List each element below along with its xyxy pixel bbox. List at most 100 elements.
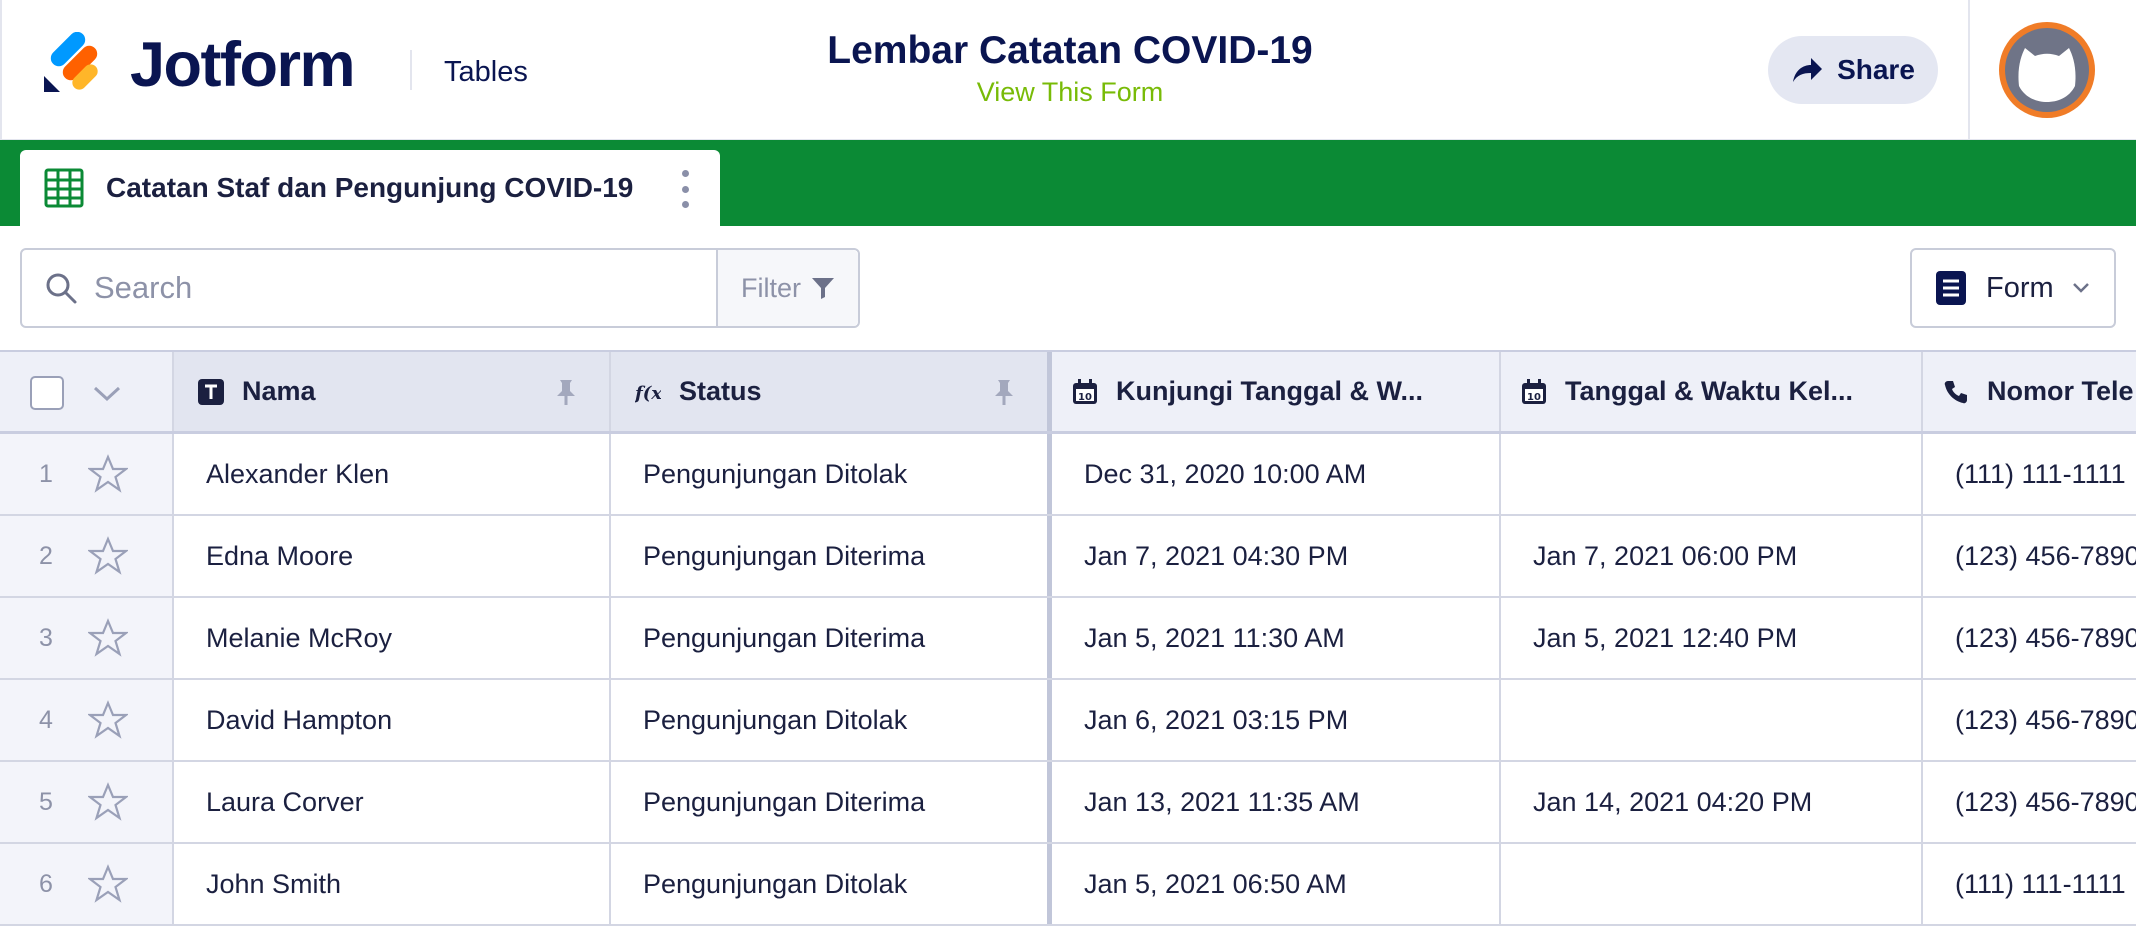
nama-cell[interactable]: Edna Moore	[174, 516, 611, 596]
filter-funnel-icon	[812, 278, 834, 299]
nama-cell[interactable]: John Smith	[174, 844, 611, 924]
form-title: Lembar Catatan COVID-19	[827, 29, 1313, 72]
nama-cell[interactable]: David Hampton	[174, 680, 611, 760]
header-divider	[1968, 0, 1970, 140]
nama-cell[interactable]: Laura Corver	[174, 762, 611, 842]
keluar-cell[interactable]: Jan 5, 2021 12:40 PM	[1501, 598, 1923, 678]
pin-icon[interactable]	[553, 378, 579, 406]
row-number-cell: 1	[0, 434, 174, 514]
search-area[interactable]	[22, 250, 716, 326]
share-button[interactable]: Share	[1768, 36, 1938, 104]
brand-divider	[410, 50, 412, 90]
column-header-status[interactable]: f(x) Status	[611, 352, 1052, 431]
keluar-cell[interactable]	[1501, 434, 1923, 514]
telepon-cell[interactable]: (123) 456-7890	[1955, 622, 2136, 653]
telepon-cell[interactable]: (123) 456-7890	[1955, 786, 2136, 817]
tab-label: Catatan Staf dan Pengunjung COVID-19	[106, 172, 634, 203]
kunjungi-cell[interactable]: Jan 5, 2021 06:50 AM	[1052, 844, 1501, 924]
kunjungi-cell[interactable]: Jan 6, 2021 03:15 PM	[1052, 680, 1501, 760]
kunjungi-cell[interactable]: Jan 5, 2021 11:30 AM	[1052, 598, 1501, 678]
kunjungi-cell[interactable]: Dec 31, 2020 10:00 AM	[1052, 434, 1501, 514]
column-label: Status	[679, 376, 762, 406]
status-cell[interactable]: Pengunjungan Ditolak	[611, 844, 1052, 924]
table-row[interactable]: 5 Laura Corver Pengunjungan Diterima Jan…	[0, 762, 2136, 844]
table-grid-icon	[44, 168, 84, 208]
status-cell[interactable]: Pengunjungan Ditolak	[611, 680, 1052, 760]
brand-name[interactable]: Jotform	[130, 30, 356, 100]
keluar-cell[interactable]: Jan 14, 2021 04:20 PM	[1501, 762, 1923, 842]
tab-more-icon[interactable]	[680, 170, 690, 208]
telepon-cell[interactable]: (123) 456-7890	[1955, 540, 2136, 571]
column-header-kunjungi[interactable]: 10 Kunjungi Tanggal & W...	[1052, 352, 1501, 431]
chevron-down-icon[interactable]	[92, 385, 122, 403]
view-form-link[interactable]: View This Form	[976, 77, 1164, 107]
kunjungi-cell[interactable]: Jan 7, 2021 04:30 PM	[1052, 516, 1501, 596]
keluar-cell[interactable]: Jan 7, 2021 06:00 PM	[1501, 516, 1923, 596]
search-input[interactable]	[94, 270, 694, 306]
nama-cell[interactable]: Melanie McRoy	[174, 598, 611, 678]
column-label: Kunjungi Tanggal & W...	[1116, 376, 1423, 406]
formula-icon: f(x)	[635, 383, 661, 404]
row-number: 4	[39, 705, 53, 734]
star-icon[interactable]	[88, 536, 128, 576]
svg-text:10: 10	[1527, 392, 1541, 403]
nama-cell[interactable]: Alexander Klen	[174, 434, 611, 514]
chevron-down-icon	[2072, 283, 2089, 293]
status-cell[interactable]: Pengunjungan Diterima	[611, 516, 1052, 596]
row-number-cell: 2	[0, 516, 174, 596]
column-label: Nama	[242, 376, 316, 406]
search-icon	[46, 273, 77, 304]
table-row[interactable]: 1 Alexander Klen Pengunjungan Ditolak De…	[0, 434, 2136, 516]
calendar-icon: 10	[1522, 378, 1546, 404]
star-icon[interactable]	[88, 618, 128, 658]
star-icon[interactable]	[88, 454, 128, 494]
jotform-logo-icon[interactable]	[42, 32, 102, 94]
row-number: 1	[39, 459, 53, 488]
telepon-cell[interactable]: (123) 456-7890	[1955, 704, 2136, 735]
status-cell[interactable]: Pengunjungan Diterima	[611, 762, 1052, 842]
row-number-cell: 5	[0, 762, 174, 842]
share-label: Share	[1837, 54, 1915, 85]
pin-icon[interactable]	[991, 378, 1017, 406]
column-header-keluar[interactable]: 10 Tanggal & Waktu Kel...	[1501, 352, 1923, 431]
status-cell[interactable]: Pengunjungan Diterima	[611, 598, 1052, 678]
star-icon[interactable]	[88, 700, 128, 740]
row-number: 5	[39, 787, 53, 816]
table-row[interactable]: 6 John Smith Pengunjungan Ditolak Jan 5,…	[0, 844, 2136, 926]
search-bar: Filter	[20, 248, 860, 328]
select-column-header	[0, 352, 174, 431]
telepon-cell[interactable]: (111) 111-1111	[1955, 458, 2126, 489]
column-header-nama[interactable]: Nama	[174, 352, 611, 431]
column-header-telepon[interactable]: Nomor Tele	[1923, 352, 2136, 431]
keluar-cell[interactable]	[1501, 680, 1923, 760]
column-label: Tanggal & Waktu Kel...	[1565, 376, 1854, 406]
row-number: 6	[39, 869, 53, 898]
phone-icon	[1944, 380, 1967, 403]
form-view-dropdown[interactable]: Form	[1910, 248, 2116, 328]
star-icon[interactable]	[88, 864, 128, 904]
select-all-checkbox[interactable]	[30, 376, 64, 410]
form-view-label: Form	[1986, 271, 2054, 304]
table-row[interactable]: 4 David Hampton Pengunjungan Ditolak Jan…	[0, 680, 2136, 762]
table-tab[interactable]: Catatan Staf dan Pengunjung COVID-19	[20, 150, 720, 226]
tab-bar: Catatan Staf dan Pengunjung COVID-19	[0, 140, 2136, 226]
kunjungi-cell[interactable]: Jan 13, 2021 11:35 AM	[1052, 762, 1501, 842]
row-number: 3	[39, 623, 53, 652]
user-avatar[interactable]	[1999, 22, 2095, 118]
table-header-row: Nama f(x) Status 10 Kunjungi Tang	[0, 352, 2136, 434]
app-header: Jotform Tables Lembar Catatan COVID-19 V…	[0, 0, 2136, 140]
row-number-cell: 4	[0, 680, 174, 760]
status-cell[interactable]: Pengunjungan Ditolak	[611, 434, 1052, 514]
telepon-cell[interactable]: (111) 111-1111	[1955, 868, 2126, 899]
filter-button[interactable]: Filter	[716, 250, 858, 326]
table-row[interactable]: 2 Edna Moore Pengunjungan Diterima Jan 7…	[0, 516, 2136, 598]
table-row[interactable]: 3 Melanie McRoy Pengunjungan Diterima Ja…	[0, 598, 2136, 680]
star-icon[interactable]	[88, 782, 128, 822]
filter-label: Filter	[741, 272, 801, 303]
keluar-cell[interactable]	[1501, 844, 1923, 924]
svg-text:f(x): f(x)	[635, 383, 661, 404]
column-label: Nomor Tele	[1987, 376, 2134, 406]
text-type-icon	[198, 378, 224, 405]
form-document-icon	[1936, 271, 1966, 305]
section-label[interactable]: Tables	[444, 56, 528, 88]
